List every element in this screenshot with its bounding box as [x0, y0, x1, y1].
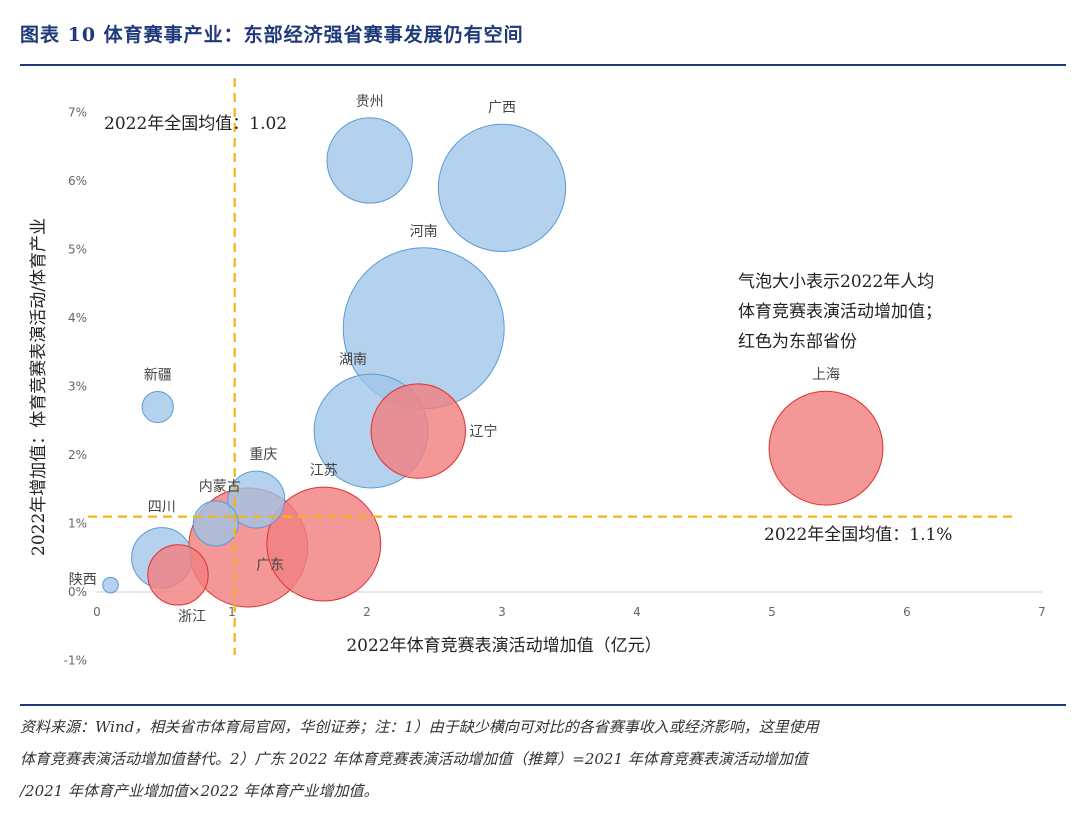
tick-labels: 0 1 2 3 4 5 6 7 -1% 0% 1% 2% 3% 4% 5% 6% 7% [64, 106, 1046, 668]
label-广东: 广东 [256, 557, 284, 573]
header-divider [20, 64, 1066, 66]
annotation-line-2: 体育竞赛表演活动增加值； [738, 301, 942, 322]
x-axis-title: 2022年体育竞赛表演活动增加值（亿元） [346, 635, 661, 656]
y-tick-label: 7% [68, 106, 87, 120]
bubble-陕西 [102, 576, 119, 594]
label-陕西: 陕西 [69, 572, 97, 588]
bubble-贵州 [326, 117, 413, 204]
x-tick-label: 5 [768, 605, 776, 619]
bubble-江苏 [266, 486, 382, 602]
bubble-上海 [768, 390, 884, 506]
y-tick-label: 3% [68, 380, 87, 394]
label-江苏: 江苏 [310, 463, 338, 479]
y-tick-label: -1% [64, 654, 87, 668]
bubble-内蒙古 [192, 500, 239, 547]
reference-lines [88, 78, 1015, 655]
label-浙江: 浙江 [178, 609, 206, 625]
bubbles [102, 117, 884, 608]
chart-title: 图表 10 体育赛事产业：东部经济强省赛事发展仍有空间 [20, 24, 524, 46]
legend-annotation: 气泡大小表示2022年人均 体育竞赛表演活动增加值； 红色为东部省份 [738, 272, 942, 352]
annotation-line-1: 气泡大小表示2022年人均 [738, 272, 934, 292]
bubble-辽宁 [370, 383, 466, 479]
bubble-广西 [437, 123, 567, 252]
label-湖南: 湖南 [339, 352, 367, 368]
x-tick-label: 1 [228, 605, 236, 619]
label-新疆: 新疆 [144, 367, 172, 383]
source-note-line-2: 体育竞赛表演活动增加值替代。2）广东 2022 年体育竞赛表演活动增加值（推算）… [20, 750, 808, 768]
label-广西: 广西 [488, 100, 516, 116]
bubble-新疆 [141, 390, 174, 424]
label-上海: 上海 [812, 367, 840, 383]
y-axis-title: 2022年增加值：体育竞赛表演活动/体育产业 [28, 218, 49, 556]
label-重庆: 重庆 [249, 447, 277, 463]
y-tick-label: 4% [68, 311, 87, 325]
bubble-浙江 [147, 544, 209, 606]
source-note-line-1: 资料来源：Wind，相关省市体育局官网，华创证券；注：1）由于缺少横向可对比的各… [20, 718, 819, 736]
y-tick-label: 5% [68, 243, 87, 257]
x-tick-label: 6 [903, 605, 911, 619]
x-tick-label: 2 [363, 605, 371, 619]
label-四川: 四川 [148, 500, 176, 516]
reference-label-x: 2022年全国均值：1.02 [104, 114, 287, 134]
y-tick-label: 0% [68, 585, 87, 599]
source-note-line-3: /2021 年体育产业增加值×2022 年体育产业增加值。 [20, 782, 379, 800]
annotation-line-3: 红色为东部省份 [738, 332, 857, 352]
x-tick-label: 0 [93, 605, 101, 619]
x-tick-label: 3 [498, 605, 506, 619]
x-tick-label: 4 [633, 605, 641, 619]
y-tick-label: 1% [68, 517, 87, 531]
x-tick-label: 7 [1038, 605, 1046, 619]
label-辽宁: 辽宁 [469, 423, 497, 440]
label-贵州: 贵州 [356, 94, 384, 110]
y-tick-label: 6% [68, 174, 87, 188]
reference-label-y: 2022年全国均值：1.1% [764, 525, 952, 545]
footer-divider [20, 704, 1066, 706]
label-河南: 河南 [410, 224, 438, 240]
y-tick-label: 2% [68, 448, 87, 462]
bubble-重庆 [227, 470, 286, 529]
label-内蒙古: 内蒙古 [199, 479, 241, 495]
